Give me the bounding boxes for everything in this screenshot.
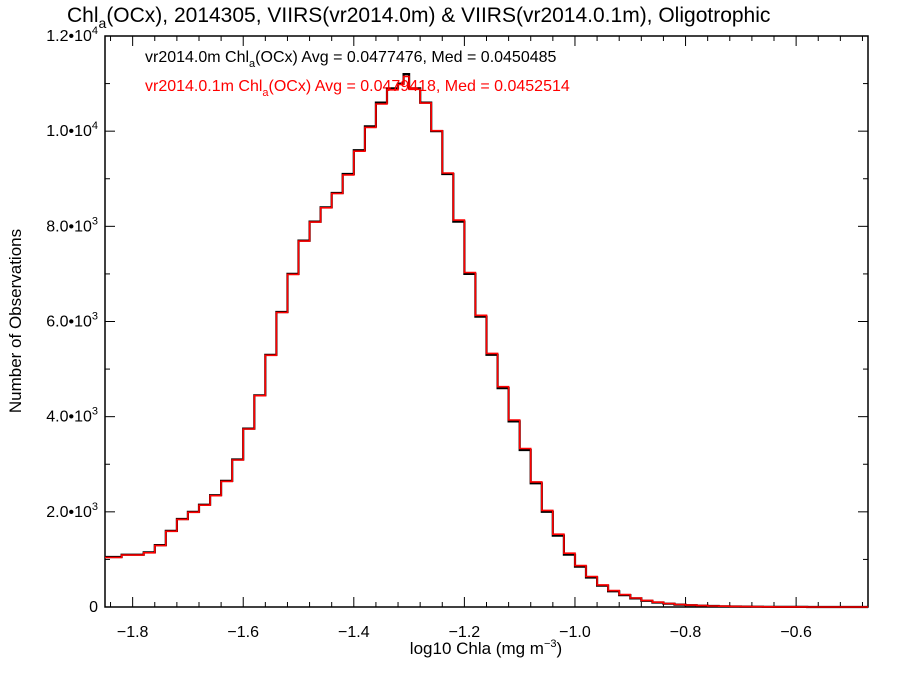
annotation-0: vr2014.0m Chla(OCx) Avg = 0.0477476, Med… <box>145 49 557 70</box>
y-tick-label: 1.0•104 <box>46 120 98 140</box>
x-tick-label: −1.4 <box>338 624 370 641</box>
series-line-1 <box>105 75 868 608</box>
series-group <box>105 73 868 609</box>
y-tick-label: 6.0•103 <box>46 311 98 331</box>
x-tick-label: −1.0 <box>559 624 591 641</box>
y-tick-label: 4.0•103 <box>46 406 98 426</box>
x-axis-label: log10 Chla (mg m−3) <box>410 638 562 658</box>
annotation-1: vr2014.0.1m Chla(OCx) Avg = 0.0479418, M… <box>145 78 570 99</box>
y-tick-label: 0 <box>89 599 98 616</box>
x-tick-label: −0.8 <box>670 624 702 641</box>
y-tick-label: 8.0•103 <box>46 215 98 235</box>
x-tick-labels: −1.8 −1.6 −1.4 −1.2 −1.0 −0.8 −0.6 <box>117 624 812 641</box>
x-tick-label: −1.2 <box>449 624 481 641</box>
chart-title: Chla(OCx), 2014305, VIIRS(vr2014.0m) & V… <box>67 4 770 31</box>
x-tick-label: −1.6 <box>227 624 259 641</box>
y-tick-label: 1.2•104 <box>46 25 98 45</box>
y-tick-labels: 0 2.0•103 4.0•103 6.0•103 8.0•103 1.0•104 1.2•… <box>46 25 98 616</box>
y-tick-label: 2.0•103 <box>46 501 98 521</box>
tick-marks <box>105 35 868 608</box>
y-axis-label: Number of Observations <box>6 229 25 413</box>
x-tick-label: −1.8 <box>117 624 149 641</box>
x-tick-label: −0.6 <box>780 624 812 641</box>
